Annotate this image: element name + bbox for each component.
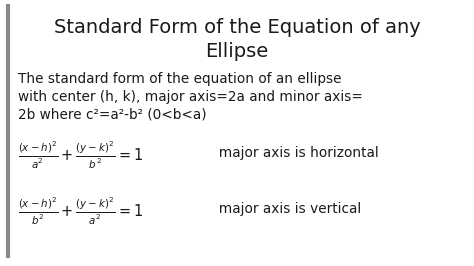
Text: Standard Form of the Equation of any: Standard Form of the Equation of any	[54, 18, 420, 37]
Text: 2b where c²=a²-b² (0<b<a): 2b where c²=a²-b² (0<b<a)	[18, 108, 207, 122]
Text: $\frac{(x-h)^2}{b^2} + \frac{(y-k)^2}{a^2} = 1$: $\frac{(x-h)^2}{b^2} + \frac{(y-k)^2}{a^…	[18, 196, 143, 227]
Text: with center (h, k), major axis=2a and minor axis=: with center (h, k), major axis=2a and mi…	[18, 90, 363, 104]
Text: $\frac{(x-h)^2}{a^2} + \frac{(y-k)^2}{b^2} = 1$: $\frac{(x-h)^2}{a^2} + \frac{(y-k)^2}{b^…	[18, 140, 143, 171]
Text: The standard form of the equation of an ellipse: The standard form of the equation of an …	[18, 72, 341, 86]
Text: major axis is vertical: major axis is vertical	[210, 202, 361, 216]
Text: major axis is horizontal: major axis is horizontal	[210, 146, 379, 160]
Text: Ellipse: Ellipse	[205, 42, 269, 61]
